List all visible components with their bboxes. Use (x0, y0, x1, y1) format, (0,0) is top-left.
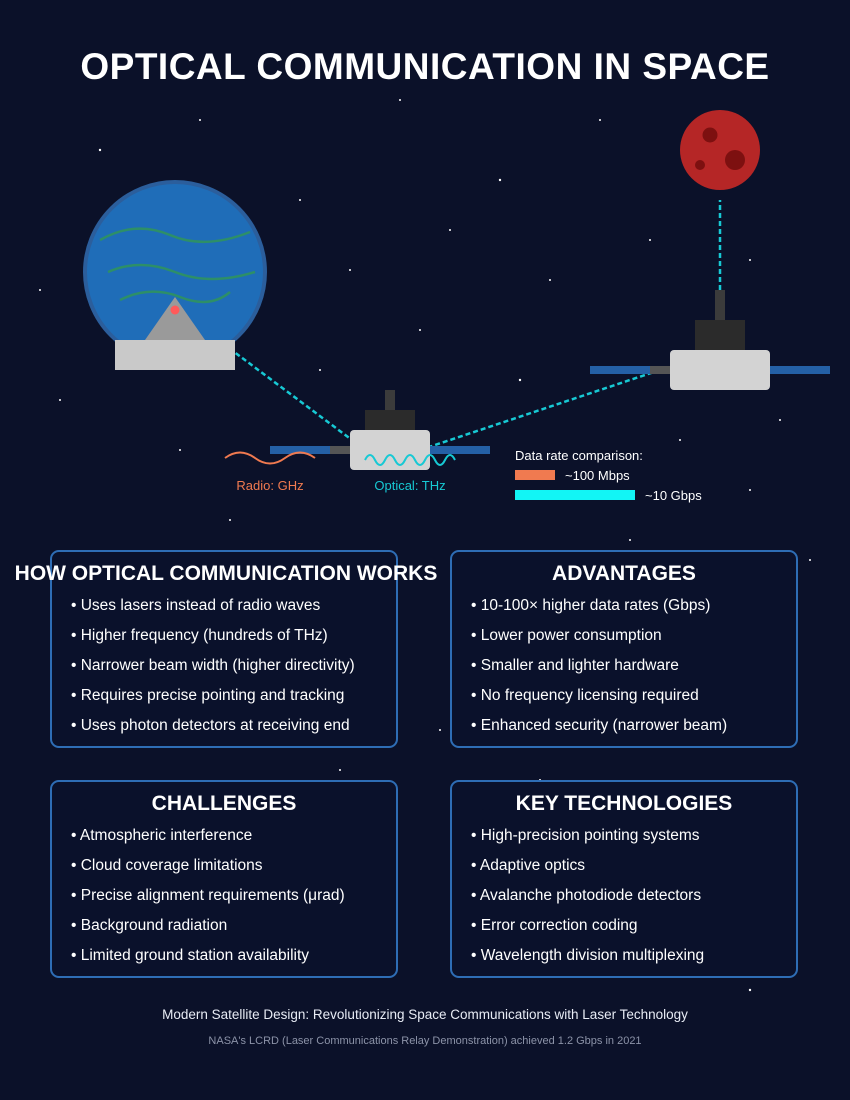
list-item: Higher frequency (hundreds of THz) (71, 626, 355, 656)
list-item: Precise alignment requirements (μrad) (71, 886, 345, 916)
earth-icon (83, 180, 267, 364)
list-item: Requires precise pointing and tracking (71, 686, 355, 716)
footer-note: NASA's LCRD (Laser Communications Relay … (208, 1035, 642, 1047)
stars (39, 99, 811, 992)
radio-rate-label: ~100 Mbps (565, 468, 630, 483)
section-title: KEY TECHNOLOGIES (515, 792, 733, 815)
optical-label: Optical: THz (374, 478, 445, 493)
list-item: Error correction coding (471, 916, 704, 946)
list-item: Adaptive optics (471, 856, 704, 886)
section-list: 10-100× higher data rates (Gbps) Lower p… (471, 596, 727, 746)
list-item: High-precision pointing systems (471, 826, 704, 856)
main-satellite-icon (270, 390, 490, 470)
list-item: Wavelength division multiplexing (471, 946, 704, 976)
list-item: Smaller and lighter hardware (471, 656, 727, 686)
list-item: Atmospheric interference (71, 826, 345, 856)
data-rate-comparison: Data rate comparison: ~100 Mbps ~10 Gbps (515, 448, 702, 503)
list-item: Uses lasers instead of radio waves (71, 596, 355, 626)
page-title: OPTICAL COMMUNICATION IN SPACE (80, 46, 770, 87)
list-item: Limited ground station availability (71, 946, 345, 976)
list-item: Uses photon detectors at receiving end (71, 716, 355, 746)
section-list: High-precision pointing systems Adaptive… (471, 826, 704, 976)
optical-wave-icon (364, 454, 456, 466)
satellite-to-relay-beam (419, 368, 661, 452)
section-list: Atmospheric interference Cloud coverage … (71, 826, 345, 976)
radio-rate-bar (515, 470, 555, 480)
section-challenges: CHALLENGES Atmospheric interference Clou… (50, 780, 398, 978)
mars-icon (680, 110, 760, 190)
radio-label: Radio: GHz (236, 478, 303, 493)
optical-rate-label: ~10 Gbps (645, 488, 702, 503)
section-advantages: ADVANTAGES 10-100× higher data rates (Gb… (450, 550, 798, 748)
section-key-technologies: KEY TECHNOLOGIES High-precision pointing… (450, 780, 798, 978)
list-item: Background radiation (71, 916, 345, 946)
section-title: ADVANTAGES (552, 562, 696, 585)
radio-wave-icon (224, 451, 316, 465)
section-how-it-works: HOW OPTICAL COMMUNICATION WORKS Uses las… (15, 550, 437, 748)
section-title: HOW OPTICAL COMMUNICATION WORKS (14, 562, 438, 585)
list-item: Avalanche photodiode detectors (471, 886, 704, 916)
list-item: No frequency licensing required (471, 686, 727, 716)
data-rate-title: Data rate comparison: (515, 448, 643, 463)
list-item: Enhanced security (narrower beam) (471, 716, 727, 746)
section-list: Uses lasers instead of radio waves Highe… (71, 596, 355, 746)
section-title: CHALLENGES (151, 792, 297, 815)
optical-rate-bar (515, 490, 635, 500)
ground-station-icon (115, 297, 235, 370)
footer-caption: Modern Satellite Design: Revolutionizing… (162, 1007, 688, 1022)
list-item: 10-100× higher data rates (Gbps) (471, 596, 727, 626)
relay-satellite-icon (590, 290, 830, 390)
list-item: Narrower beam width (higher directivity) (71, 656, 355, 686)
list-item: Cloud coverage limitations (71, 856, 345, 886)
list-item: Lower power consumption (471, 626, 727, 656)
